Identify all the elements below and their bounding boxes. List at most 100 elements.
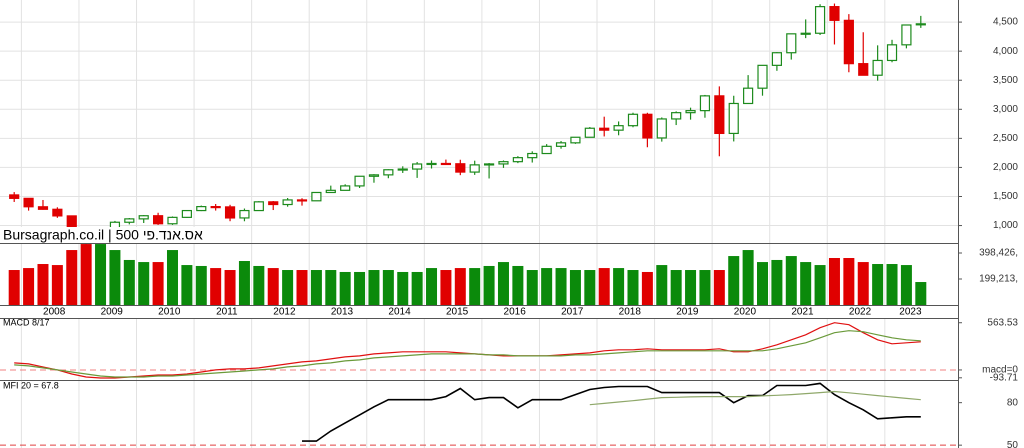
candle-body — [239, 209, 250, 219]
candle-body — [181, 209, 192, 218]
x-tick-label: 2016 — [504, 307, 527, 318]
volume-bar — [512, 265, 524, 305]
volume-bar — [742, 250, 754, 305]
candle-body — [555, 142, 567, 147]
volume-bar — [800, 262, 812, 305]
volume-bar — [555, 268, 567, 305]
volume-bar — [814, 265, 826, 305]
volume-bar — [282, 270, 294, 305]
volume-bar — [771, 259, 783, 305]
y-tick-label: 80 — [1007, 397, 1019, 408]
candle-body — [426, 162, 437, 166]
volume-bar — [397, 271, 409, 305]
x-tick-label: 2015 — [446, 307, 469, 318]
candle-body — [210, 206, 221, 209]
candle-body — [829, 6, 840, 21]
x-tick-label: 2009 — [101, 307, 124, 318]
candle-body — [498, 161, 509, 165]
x-tick-label: 2018 — [619, 307, 642, 318]
candle-body — [469, 164, 480, 173]
watermark-box — [0, 227, 214, 243]
candle-body — [340, 185, 351, 191]
volume-bar — [598, 268, 610, 305]
mfi-title: MFI 20 = 67.8 — [3, 380, 59, 390]
y-tick-label: 4,000 — [993, 46, 1018, 57]
y-tick-label: macd=0 — [982, 365, 1018, 376]
volume-bar — [900, 265, 912, 305]
candle-body — [584, 127, 595, 138]
volume-bar — [181, 265, 193, 305]
volume-bar — [828, 258, 840, 305]
candle-body — [224, 206, 236, 219]
y-tick-label: 398,426, — [979, 248, 1018, 259]
macd-title: MACD 8/17 — [3, 317, 50, 327]
x-tick-label: 2023 — [899, 307, 922, 318]
candle-body — [814, 6, 826, 34]
y-tick-label: 3,000 — [993, 104, 1018, 115]
candle-body — [915, 23, 926, 26]
volume-bar — [526, 270, 538, 305]
candle-body — [196, 206, 207, 212]
volume-bar — [109, 250, 121, 305]
volume-bar — [699, 270, 711, 305]
volume-bar — [483, 265, 495, 305]
indicator-line — [302, 382, 921, 442]
volume-bar — [670, 270, 682, 305]
x-tick-label: 2012 — [273, 307, 296, 318]
x-tick-label: 2019 — [676, 307, 699, 318]
indicator-line — [589, 390, 921, 406]
candle-body — [52, 208, 63, 217]
volume-bar — [872, 264, 884, 305]
candle-body — [743, 87, 754, 105]
volume-bar — [541, 268, 553, 305]
candle-body — [786, 33, 797, 54]
candle-body — [613, 125, 624, 131]
candle-body — [757, 64, 768, 89]
volume-bar — [195, 265, 207, 305]
volume-bar — [51, 265, 63, 305]
volume-bar — [325, 270, 337, 305]
y-tick-label: 1,500 — [993, 191, 1018, 202]
candle-body — [9, 194, 20, 199]
volume-bar — [497, 262, 509, 305]
volume-bar — [656, 265, 668, 305]
volume-bar — [584, 270, 596, 305]
indicator-line — [14, 330, 921, 378]
candle-body — [527, 152, 538, 159]
y-tick-label: 2,500 — [993, 133, 1018, 144]
volume-bar — [757, 262, 769, 305]
x-tick-label: 2013 — [331, 307, 354, 318]
volume-bar — [857, 262, 869, 305]
y-tick-label: 199,213, — [979, 274, 1018, 285]
candle-body — [383, 169, 394, 176]
marks — [8, 3, 927, 442]
volume-bar — [627, 270, 639, 305]
volume-bar — [80, 244, 92, 305]
candle-body — [901, 24, 912, 46]
volume-bar — [339, 271, 351, 305]
volume-bar — [886, 264, 898, 305]
y-tick-label: 563.53 — [987, 317, 1018, 328]
x-tick-label: 2008 — [43, 307, 66, 318]
candle-body — [37, 206, 49, 210]
y-tick-label: 4,500 — [993, 17, 1018, 28]
volume-bar — [310, 270, 322, 305]
candle-body — [800, 32, 811, 35]
candle-body — [282, 199, 293, 206]
y-tick-label: -93.71 — [990, 372, 1019, 383]
y-tick-label: 2,000 — [993, 162, 1018, 173]
candle-body — [354, 175, 365, 187]
volume-bar — [23, 268, 35, 305]
volume-bar — [166, 250, 178, 305]
candle-body — [412, 163, 423, 170]
candle-body — [440, 162, 452, 166]
volume-bar — [843, 258, 855, 305]
candle-body — [599, 127, 610, 131]
volume-bar — [368, 270, 380, 305]
volume-bar — [138, 262, 150, 305]
volume-bar — [469, 268, 481, 305]
candle-body — [512, 157, 523, 163]
volume-bar — [569, 270, 581, 305]
candle-body — [311, 191, 322, 202]
volume-bar — [253, 265, 265, 305]
